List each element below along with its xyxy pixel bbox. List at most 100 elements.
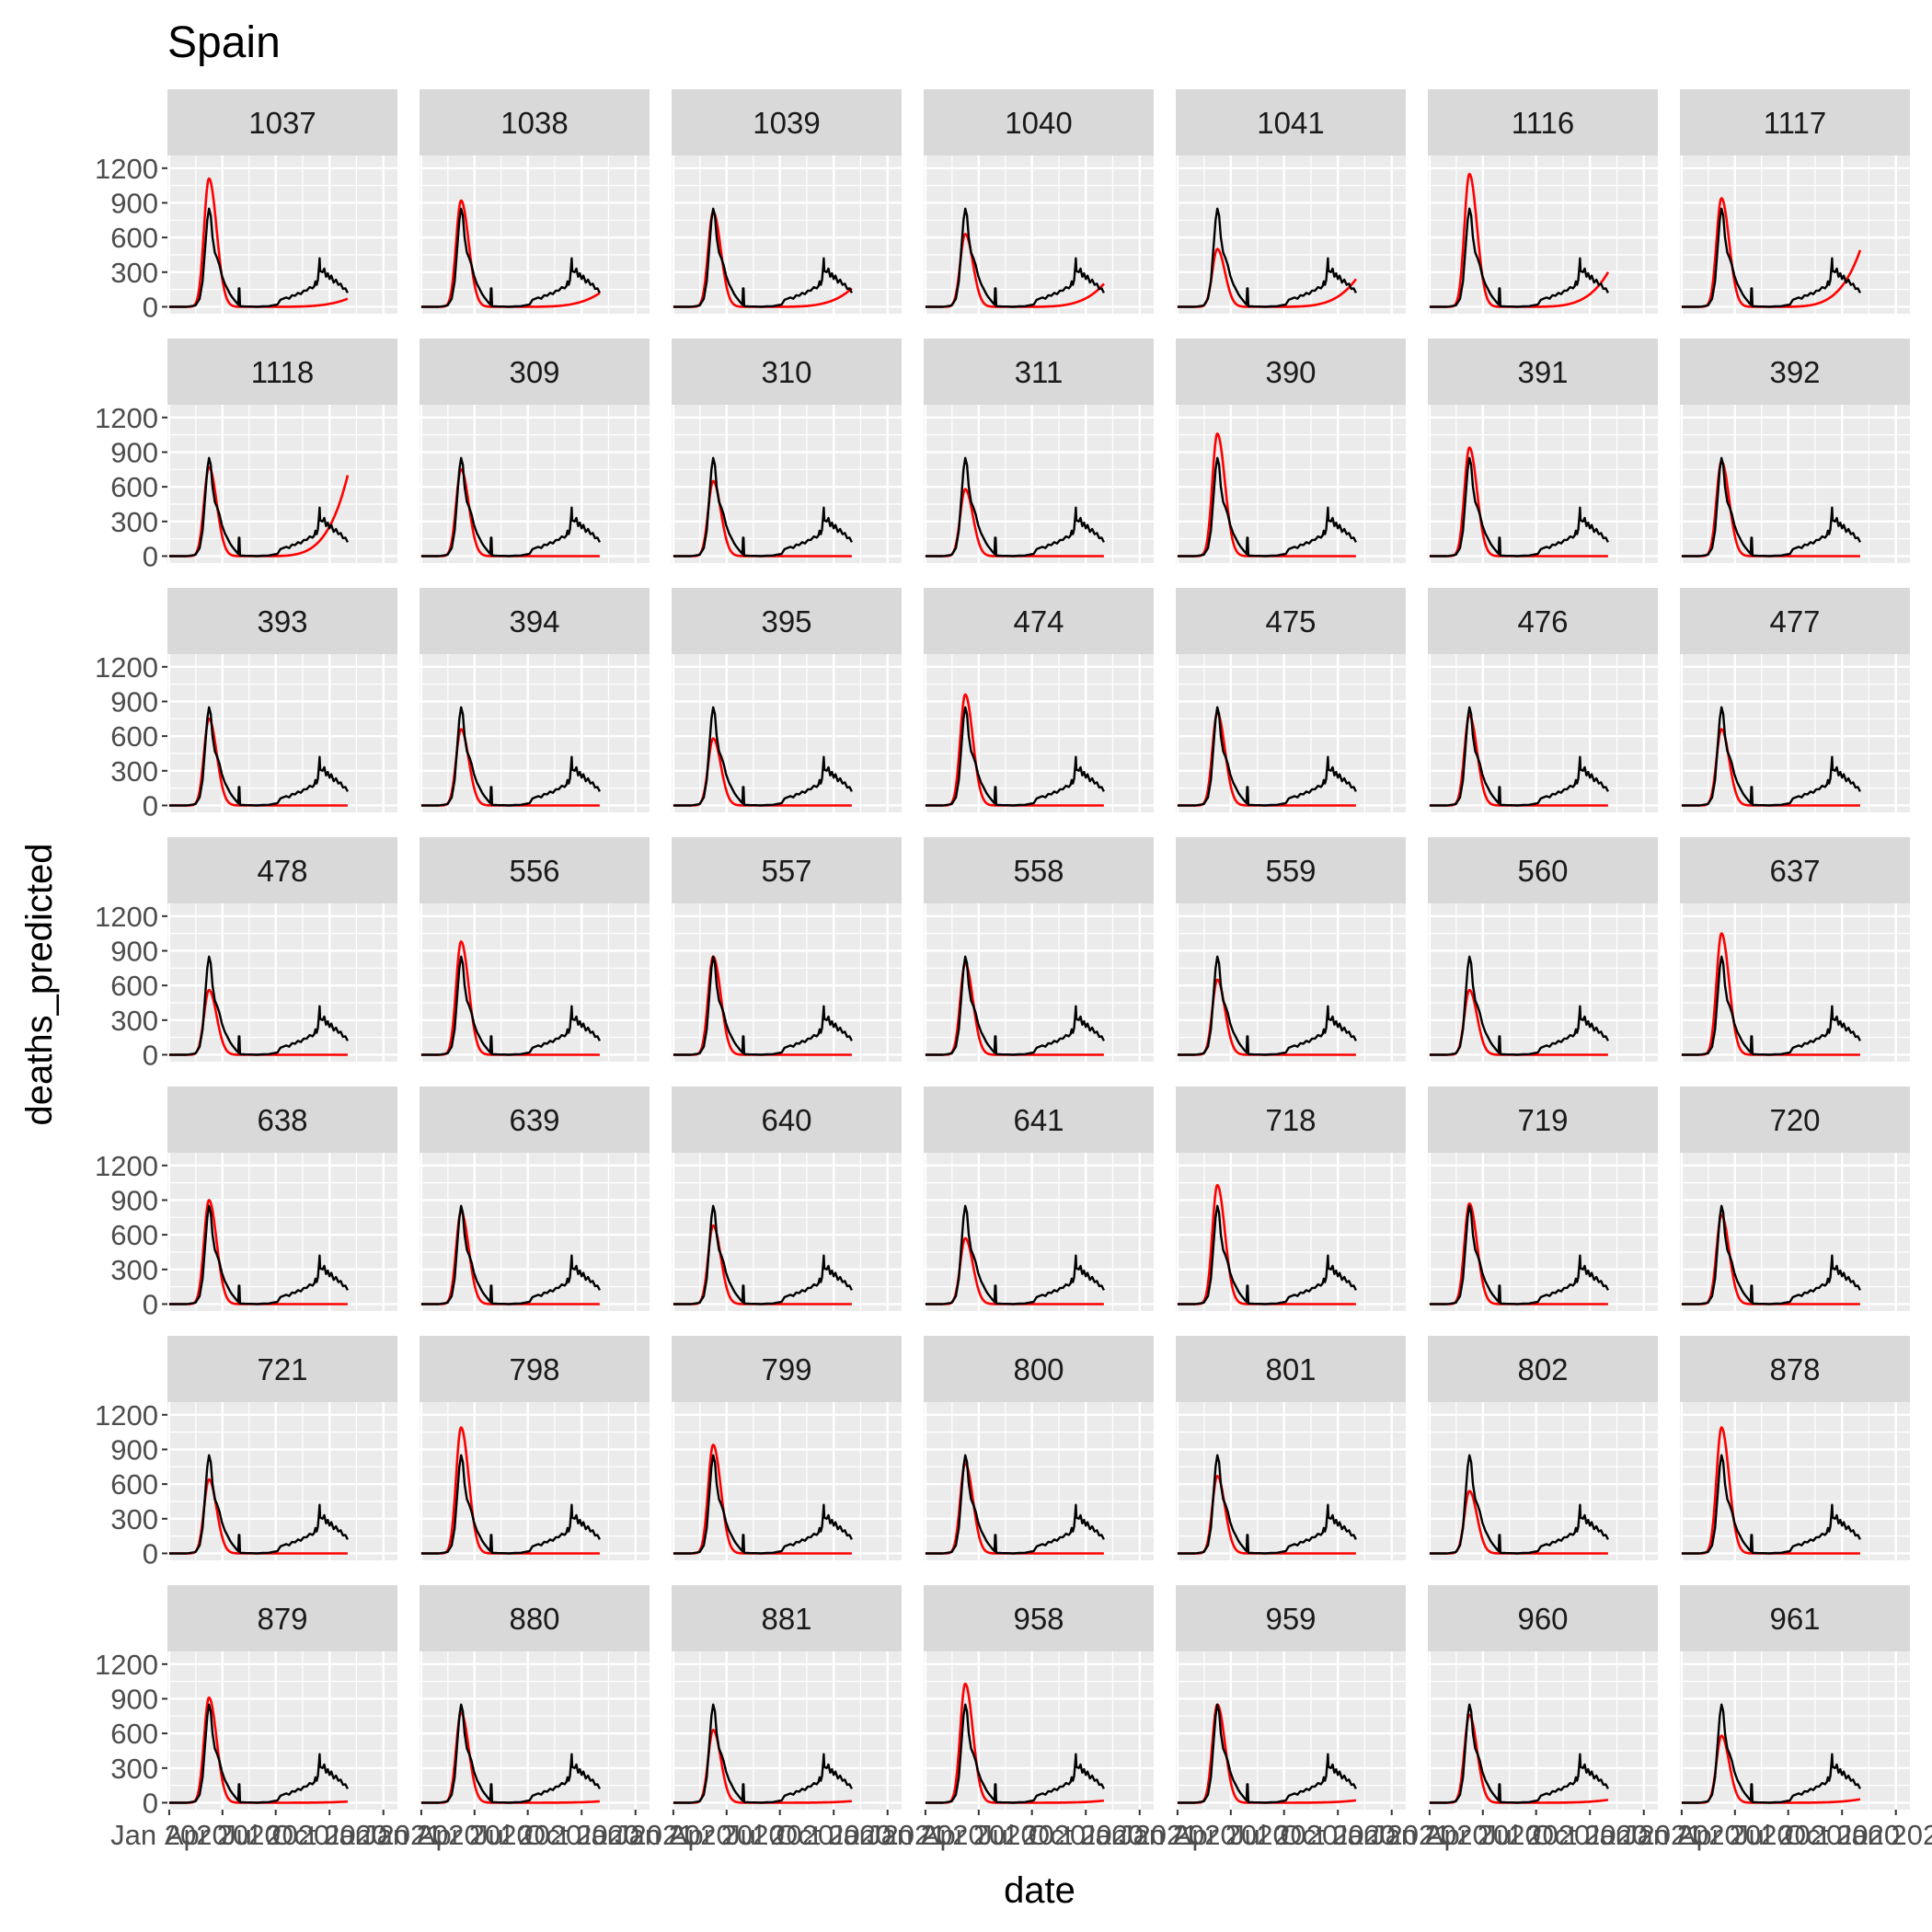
facet-strip-label: 556 [509,854,559,888]
facet-strip-label: 475 [1265,604,1316,638]
observed-series-line [1177,456,1357,558]
y-tick-label: 300 [110,257,158,289]
observed-series-line [1177,207,1357,308]
facet-strip-label: 559 [1265,854,1316,888]
facet-strip [672,1336,902,1402]
facet-strip [1428,1087,1658,1153]
facet-strip-label: 959 [1265,1602,1316,1636]
facet-strip [1428,339,1658,405]
facet-panel-1041: 1041 [1176,89,1406,314]
facet-strip-label: 1118 [251,355,315,389]
observed-series-line [925,456,1105,558]
x-tick-label: Oct 2020 [271,1819,387,1851]
facet-strip [1176,339,1406,405]
facet-strip-label: 1037 [248,106,316,140]
chart-title: Spain [167,18,281,67]
facet-strip [924,1585,1154,1651]
facet-strip-label: 800 [1013,1352,1064,1386]
facet-strip [672,339,902,405]
y-tick-label: 1200 [95,402,158,434]
y-tick-label: 0 [143,1787,158,1819]
facet-panel-1039: 1039 [672,89,902,314]
observed-series-line [1429,1703,1609,1804]
facet-panel-310: 310 [672,339,902,563]
observed-series-line [1681,1703,1861,1804]
facet-strip [167,588,397,654]
facet-strip-label: 718 [1265,1103,1316,1137]
x-tick-label: Oct 2020 [776,1819,891,1851]
x-tick-label: Apr 2020 [165,1819,281,1851]
x-tick-label: Jan 2020 [867,1819,984,1851]
observed-series-line [420,456,601,558]
observed-series-line [1177,1454,1357,1555]
facet-strip [1176,1585,1406,1651]
facet-panel-1116: 1116 [1428,89,1658,314]
x-tick-label: Oct 2020 [523,1819,639,1851]
observed-series-line [420,1204,601,1305]
facet-strip [672,1087,902,1153]
observed-series-line [673,207,853,308]
observed-series-line [168,955,349,1056]
observed-series-line [925,1454,1105,1555]
observed-series-line [673,706,853,807]
facet-strip [167,837,397,903]
x-tick-label: Jan 2021 [1333,1819,1451,1851]
x-tick-label: Jan 2021 [829,1819,947,1851]
y-tick-label: 300 [110,506,158,538]
facet-panel-556: 556 [420,837,650,1062]
observed-series-line [673,456,853,558]
facet-strip [924,1087,1154,1153]
y-tick-label: 1200 [95,1399,158,1432]
y-tick-label: 900 [110,1184,158,1216]
observed-series-line [168,1703,349,1804]
y-tick-label: 900 [110,935,158,967]
y-tick-label: 900 [110,187,158,219]
facet-strip [1680,1336,1910,1402]
x-tick-label: Jan 2021 [325,1819,443,1851]
facet-strip-label: 958 [1013,1602,1064,1636]
facet-strip [672,837,902,903]
y-tick-label: 600 [110,222,158,254]
y-tick-label: 300 [110,1005,158,1037]
x-tick-label: Jan 2020 [110,1819,228,1851]
x-tick-label: Jul 2020 [1482,1819,1590,1851]
facet-strip-label: 392 [1769,355,1820,389]
observed-series-line [1681,955,1861,1056]
observed-series-line [925,706,1105,807]
x-tick-label: Jul 2020 [1230,1819,1338,1851]
observed-series-line [1429,706,1609,807]
observed-series-line [673,1454,853,1555]
facet-strip [167,1087,397,1153]
facet-strip-label: 1116 [1512,106,1575,140]
observed-series-line [420,207,601,308]
facet-strip [924,588,1154,654]
observed-series-line [420,1703,601,1804]
facet-strip-label: 1039 [753,106,820,140]
facet-strip-label: 560 [1517,854,1568,888]
facet-strip-label: 390 [1265,355,1316,389]
facet-strip-label: 474 [1013,604,1064,638]
observed-series-line [673,955,853,1056]
facet-strip-label: 311 [1015,355,1064,389]
facet-strip [1176,89,1406,155]
x-tick-label: Jul 2020 [222,1819,329,1851]
x-tick-label: Apr 2020 [1425,1819,1541,1851]
observed-series-line [1429,1204,1609,1305]
facet-strip [1428,89,1658,155]
facet-panel-639: 639 [420,1087,650,1311]
facet-panel-719: 719 [1428,1087,1658,1311]
y-axis-title: deaths_predicted [19,844,60,1126]
x-tick-label: Jul 2020 [978,1819,1086,1851]
observed-series-line [168,1454,349,1555]
y-tick-label: 300 [110,755,158,788]
y-tick-label: 1200 [95,1649,158,1681]
facet-strip [1428,1336,1658,1402]
facet-strip [1428,837,1658,903]
facet-strip-label: 310 [761,355,811,389]
observed-series-line [1177,706,1357,807]
